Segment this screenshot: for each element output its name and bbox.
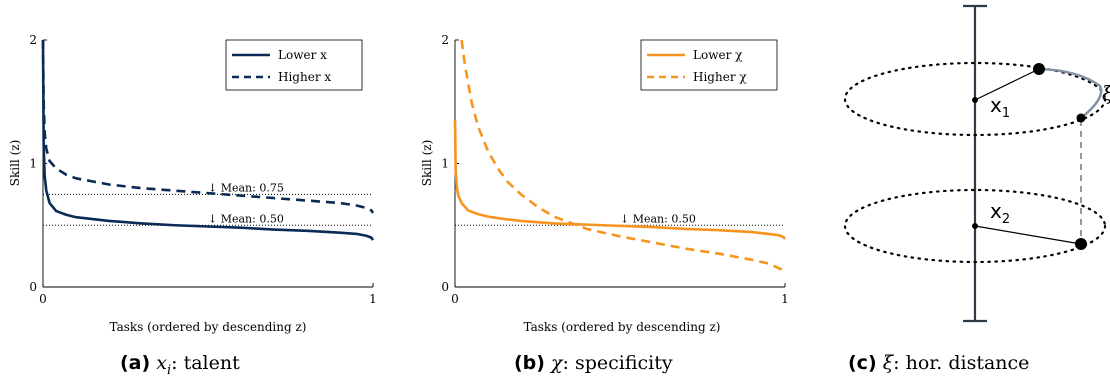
y-tick-label: 2 <box>441 33 449 47</box>
x1-radius <box>974 68 1040 101</box>
plot-area: 0 1 2 0 1 ↓ Mean: 0.75 ↓ Mean: 0.50 <box>29 33 376 306</box>
lower-circle <box>843 188 1107 264</box>
caption-a-label: (a) <box>120 352 151 374</box>
center-point-upper <box>972 97 978 103</box>
series-line-lower <box>41 39 375 241</box>
xi-label: ξ <box>1102 81 1110 105</box>
legend-label-higher-x: Higher x <box>278 70 331 84</box>
legend-label-lower-chi: Lower χ <box>693 48 743 62</box>
caption-c: (c) ξ: hor. distance <box>848 352 1029 374</box>
caption-c-label: (c) <box>848 352 877 374</box>
y-tick-label: 1 <box>29 157 37 171</box>
series-line-higher <box>460 39 786 273</box>
y-tick-label: 1 <box>441 157 449 171</box>
mean-label: ↓ Mean: 0.50 <box>208 212 284 225</box>
series-line-higher <box>41 39 375 214</box>
caption-c-symbol: ξ <box>882 352 894 374</box>
x-tick-label: 0 <box>39 292 47 306</box>
xi-arc <box>1038 67 1103 120</box>
center-point-lower <box>972 223 978 229</box>
y-tick-label: 0 <box>441 280 449 294</box>
x2-label: x2 <box>990 199 1010 227</box>
caption-b-symbol: χ <box>551 352 563 374</box>
x-tick-label: 1 <box>781 292 789 306</box>
chart-talent: Skill (z) Tasks (ordered by descending z… <box>8 33 377 334</box>
caption-a-subscript: i <box>166 362 172 378</box>
mean-label: ↓ Mean: 0.50 <box>620 212 696 225</box>
caption-b-label: (b) <box>514 352 545 374</box>
legend-box <box>225 39 363 91</box>
horizontal-distance-diagram: x1 x2 ξ <box>843 4 1110 323</box>
upper-circle <box>843 61 1107 137</box>
caption-a: (a) xi: talent <box>120 352 240 378</box>
y-tick-label: 0 <box>29 280 37 294</box>
caption-b: (b) χ: specificity <box>514 352 673 374</box>
y-axis-label: Skill (z) <box>420 140 434 187</box>
x-tick-label: 1 <box>369 292 377 306</box>
x-tick-label: 0 <box>451 292 459 306</box>
x1-point <box>1033 63 1045 75</box>
y-tick-label: 2 <box>29 33 37 47</box>
caption-a-text: : talent <box>171 352 240 374</box>
legend-label-higher-chi: Higher χ <box>693 70 747 84</box>
caption-b-text: : specificity <box>562 352 673 374</box>
legend: Lower x Higher x <box>225 39 363 91</box>
series-line-lower <box>453 120 786 240</box>
chart-specificity: Skill (z) Tasks (ordered by descending z… <box>420 33 789 334</box>
x-axis-label: Tasks (ordered by descending z) <box>524 320 721 334</box>
y-axis-label-group: Skill (z) <box>420 140 434 187</box>
y-axis-label: Skill (z) <box>8 140 22 187</box>
caption-c-text: : hor. distance <box>893 352 1030 374</box>
caption-a-symbol: x <box>156 352 167 374</box>
x2-point <box>1075 238 1087 250</box>
plot-area: 0 1 2 0 1 ↓ Mean: 0.50 <box>441 33 788 306</box>
x1-label: x1 <box>990 93 1010 121</box>
x2-projection-point <box>1076 113 1086 123</box>
legend: Lower χ Higher χ <box>640 39 778 91</box>
legend-label-lower-x: Lower x <box>278 48 327 62</box>
mean-label: ↓ Mean: 0.75 <box>208 181 284 194</box>
y-axis-label-group: Skill (z) <box>8 140 22 187</box>
x2-radius <box>974 225 1082 245</box>
legend-box <box>640 39 778 91</box>
x-axis-label: Tasks (ordered by descending z) <box>110 320 307 334</box>
